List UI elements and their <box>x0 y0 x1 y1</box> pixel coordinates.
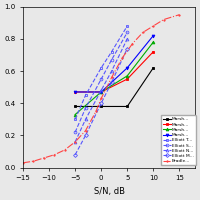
Legend: Marsh..., Marsh..., Marsh..., Marsh..., Elliott T..., Elliott S..., Elliott N...: Marsh..., Marsh..., Marsh..., Marsh..., … <box>161 115 196 165</box>
X-axis label: S/N, dB: S/N, dB <box>94 187 125 196</box>
